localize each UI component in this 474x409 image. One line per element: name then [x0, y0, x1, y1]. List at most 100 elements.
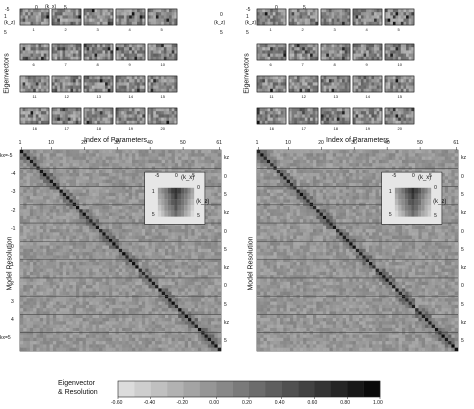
eigenvector-panel-left-13 [83, 75, 114, 93]
inset-one-left: 1 [151, 188, 155, 195]
kx-row-label-10: kx=5 [0, 335, 11, 342]
resolution-xtick-label-right-61: 61 [453, 140, 459, 146]
resolution-xtick-label-right-50: 50 [417, 140, 423, 146]
kz-right-label-left-3: kz [224, 210, 229, 217]
kz-right-label-left-2: 5 [224, 192, 227, 199]
eigen-number-left-14: 14 [128, 94, 133, 99]
resolution-xtick-label-left-1: 1 [18, 140, 22, 146]
eigen-number-left-19: 19 [128, 126, 133, 131]
eigenvector-panel-right-13 [320, 75, 351, 93]
eigen-number-right-13: 13 [333, 94, 338, 99]
kz-right-label-left-10: 5 [224, 338, 227, 345]
inset-kx-left: (k_x) [180, 175, 195, 182]
eigenvector-panel-left-9 [115, 43, 146, 61]
eigenvector-panel-left-6 [19, 43, 50, 61]
axis-title-left: Index of Parameters [84, 137, 148, 144]
eigen-number-left-8: 8 [96, 62, 99, 67]
colorbar-label-line1: Eigenvector [58, 380, 95, 387]
kz-right-label-right-7: 0 [461, 283, 464, 290]
eigen-left-tick-neg5: -5 [5, 7, 10, 13]
eigenvector-panel-left-1 [19, 8, 50, 26]
colorbar-tick-label-1: -0.40 [143, 400, 156, 406]
colorbar-tick-label-3: 0.00 [209, 400, 219, 406]
eigenvectors-label-left: Eigenvectors [3, 53, 11, 94]
eigen-number-right-17: 17 [301, 126, 306, 131]
kz-right-label-left-8: 5 [224, 301, 227, 308]
resolution-xtick-label-right-20: 20 [318, 140, 324, 146]
eigenvector-panel-right-17 [288, 107, 319, 125]
eigen-number-right-18: 18 [333, 126, 338, 131]
eigen-left-tick-five: 5 [4, 30, 7, 36]
colorbar-tick-label-0: -0.60 [111, 400, 123, 406]
eigenvector-panel-right-8 [320, 43, 351, 61]
inset-kz-right: (k_z) [433, 199, 447, 206]
eigen-right-tick-zero: 0 [275, 5, 278, 11]
inset-five-left-right: 5 [388, 211, 392, 218]
eigen-number-left-3: 3 [96, 27, 99, 32]
kz-right-label-left-7: 0 [224, 283, 227, 290]
eigenvector-panel-left-2 [51, 8, 82, 26]
kx-row-label-2: -3 [11, 189, 16, 196]
eigen-left-kz-label: (k_z) [4, 20, 16, 26]
kx-row-label-9: 4 [11, 317, 14, 324]
eigenvector-panel-right-19 [352, 107, 383, 125]
eigenvector-panel-right-2 [288, 8, 319, 26]
eigenvector-panel-right-18 [320, 107, 351, 125]
kz-right-label-right-6: kz [461, 265, 466, 272]
eigen-number-left-11: 11 [32, 94, 37, 99]
resolution-xtick-label-left-40: 40 [147, 140, 153, 146]
resolution-xtick-label-left-20: 20 [81, 140, 87, 146]
eigen-number-left-2: 2 [64, 27, 67, 32]
eigenvector-panel-left-18 [83, 107, 114, 125]
eigen-number-left-5: 5 [160, 27, 163, 32]
eigen-number-left-17: 17 [64, 126, 69, 131]
inset-five-right: 5 [429, 173, 432, 180]
eigen-left-tick-zero: 0 [35, 5, 38, 11]
eigenvector-panel-right-7 [288, 43, 319, 61]
eigen-number-left-13: 13 [96, 94, 101, 99]
eigenvector-panel-left-15 [147, 75, 178, 93]
eigen-number-right-3: 3 [333, 27, 336, 32]
eigen-number-right-5: 5 [397, 27, 400, 32]
eigen-number-right-8: 8 [333, 62, 336, 67]
kx-row-label-3: -2 [11, 207, 16, 214]
eigenvector-panel-left-5 [147, 8, 178, 26]
resolution-xtick-label-right-1: 1 [255, 140, 259, 146]
kz-right-label-right-9: kz [461, 319, 466, 326]
colorbar-tick-label-2: -0.20 [176, 400, 188, 406]
colorbar-tick-label-5: 0.40 [274, 400, 285, 406]
eigen-number-left-18: 18 [96, 126, 101, 131]
inset-kz-left: (k_z) [196, 199, 210, 206]
eigen-number-left-15: 15 [160, 94, 165, 99]
eigen-right-tick-one: 1 [246, 14, 249, 20]
inset-five-left: 5 [192, 173, 195, 180]
eigen-number-left-12: 12 [64, 94, 69, 99]
eigenvector-panel-right-20 [384, 107, 415, 125]
eigenvectors-label-right: Eigenvectors [243, 53, 251, 94]
eigen-number-right-20: 20 [397, 126, 402, 131]
kz-right-label-right-0: kz [461, 155, 466, 162]
kz-right-label-right-3: kz [461, 210, 466, 217]
eigenvector-panel-left-17 [51, 107, 82, 125]
eigen-left-right-tick-five: 5 [220, 30, 223, 36]
inset-kx-right: (k_x) [417, 175, 432, 182]
eigen-number-right-15: 15 [397, 94, 402, 99]
eigen-number-left-20: 20 [160, 126, 165, 131]
kz-right-label-right-1: 0 [461, 173, 464, 180]
eigenvector-panel-left-10 [147, 43, 178, 61]
colorbar-tick-label-6: 0.60 [307, 400, 318, 406]
eigen-right-tick-neg5: -5 [246, 7, 251, 13]
eigen-number-right-10: 10 [397, 62, 402, 67]
model-resolution-label-right: Model Resolution [247, 236, 255, 291]
eigen-left-kx-label: (k_x) [45, 4, 57, 10]
eigenvector-panel-left-16 [19, 107, 50, 125]
inset-map-left [157, 187, 195, 217]
inset-z0-left: 0 [197, 184, 200, 191]
colorbar-tick-label-7: 0.80 [340, 400, 350, 406]
axis-title-right: Index of Parameters [326, 137, 390, 144]
eigenvector-panel-right-6 [256, 43, 287, 61]
kx-row-label-5: 0 [11, 244, 14, 251]
inset-neg5-right: -5 [391, 173, 397, 180]
colorbar [118, 381, 381, 397]
